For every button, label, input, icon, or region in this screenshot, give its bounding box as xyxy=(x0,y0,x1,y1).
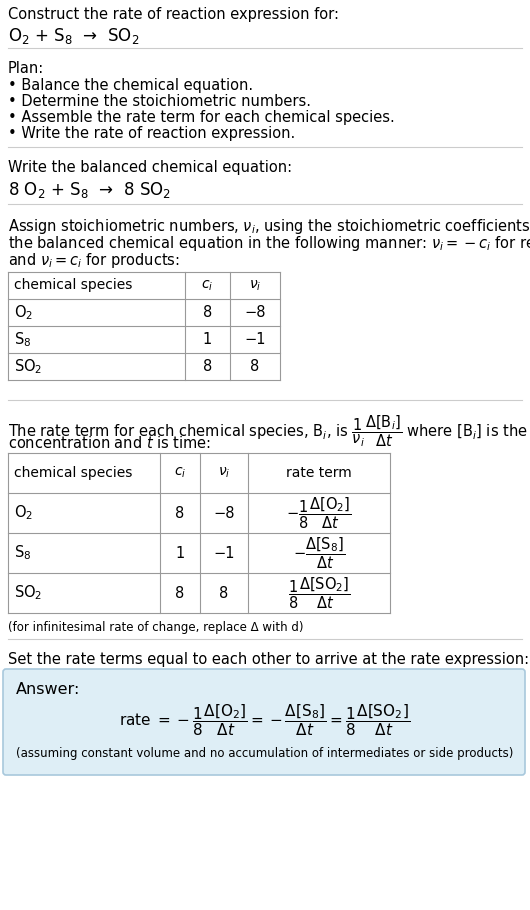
Text: Construct the rate of reaction expression for:: Construct the rate of reaction expressio… xyxy=(8,7,339,22)
Text: −1: −1 xyxy=(244,332,266,347)
Text: chemical species: chemical species xyxy=(14,466,132,480)
Text: $-\dfrac{\Delta[\mathrm{S_8}]}{\Delta t}$: $-\dfrac{\Delta[\mathrm{S_8}]}{\Delta t}… xyxy=(293,535,345,571)
Text: • Write the rate of reaction expression.: • Write the rate of reaction expression. xyxy=(8,126,295,141)
Text: • Assemble the rate term for each chemical species.: • Assemble the rate term for each chemic… xyxy=(8,110,395,125)
Text: 8: 8 xyxy=(203,359,212,374)
Text: and $\nu_i = c_i$ for products:: and $\nu_i = c_i$ for products: xyxy=(8,251,180,270)
FancyBboxPatch shape xyxy=(3,669,525,775)
Text: S$_8$: S$_8$ xyxy=(14,543,31,562)
Text: $-\dfrac{1}{8}\dfrac{\Delta[\mathrm{O_2}]}{\Delta t}$: $-\dfrac{1}{8}\dfrac{\Delta[\mathrm{O_2}… xyxy=(286,495,352,531)
Text: −1: −1 xyxy=(213,545,235,561)
Text: $\nu_i$: $\nu_i$ xyxy=(218,466,230,480)
Text: concentration and $t$ is time:: concentration and $t$ is time: xyxy=(8,435,211,451)
Text: • Balance the chemical equation.: • Balance the chemical equation. xyxy=(8,78,253,93)
Text: Write the balanced chemical equation:: Write the balanced chemical equation: xyxy=(8,160,292,175)
Text: 1: 1 xyxy=(175,545,184,561)
Text: SO$_2$: SO$_2$ xyxy=(14,583,42,602)
Text: Set the rate terms equal to each other to arrive at the rate expression:: Set the rate terms equal to each other t… xyxy=(8,652,529,667)
Text: −8: −8 xyxy=(213,505,235,521)
Text: the balanced chemical equation in the following manner: $\nu_i = -c_i$ for react: the balanced chemical equation in the fo… xyxy=(8,234,530,253)
Text: Answer:: Answer: xyxy=(16,682,81,697)
Text: S$_8$: S$_8$ xyxy=(14,330,31,349)
Text: −8: −8 xyxy=(244,305,266,320)
Text: $\dfrac{1}{8}\dfrac{\Delta[\mathrm{SO_2}]}{\Delta t}$: $\dfrac{1}{8}\dfrac{\Delta[\mathrm{SO_2}… xyxy=(288,575,350,611)
Text: 8: 8 xyxy=(175,585,184,601)
Text: O$_2$: O$_2$ xyxy=(14,503,33,522)
Text: $\nu_i$: $\nu_i$ xyxy=(249,278,261,293)
Text: 8 O$_2$ + S$_8$  →  8 SO$_2$: 8 O$_2$ + S$_8$ → 8 SO$_2$ xyxy=(8,180,171,200)
Text: 8: 8 xyxy=(250,359,260,374)
Text: Assign stoichiometric numbers, $\nu_i$, using the stoichiometric coefficients, $: Assign stoichiometric numbers, $\nu_i$, … xyxy=(8,217,530,236)
Text: • Determine the stoichiometric numbers.: • Determine the stoichiometric numbers. xyxy=(8,94,311,109)
Text: chemical species: chemical species xyxy=(14,278,132,292)
Text: Plan:: Plan: xyxy=(8,61,44,76)
Text: The rate term for each chemical species, B$_i$, is $\dfrac{1}{\nu_i}\dfrac{\Delt: The rate term for each chemical species,… xyxy=(8,413,530,449)
Text: (assuming constant volume and no accumulation of intermediates or side products): (assuming constant volume and no accumul… xyxy=(16,747,514,761)
Text: $c_i$: $c_i$ xyxy=(201,278,214,293)
Text: 1: 1 xyxy=(203,332,212,347)
Text: 8: 8 xyxy=(175,505,184,521)
Text: $c_i$: $c_i$ xyxy=(174,466,186,480)
Text: 8: 8 xyxy=(203,305,212,320)
Text: rate $= -\dfrac{1}{8}\dfrac{\Delta[\mathrm{O_2}]}{\Delta t} = -\dfrac{\Delta[\ma: rate $= -\dfrac{1}{8}\dfrac{\Delta[\math… xyxy=(119,703,411,738)
Text: SO$_2$: SO$_2$ xyxy=(14,357,42,376)
Text: (for infinitesimal rate of change, replace Δ with d): (for infinitesimal rate of change, repla… xyxy=(8,621,304,634)
Text: 8: 8 xyxy=(219,585,228,601)
Text: O$_2$: O$_2$ xyxy=(14,303,33,322)
Text: O$_2$ + S$_8$  →  SO$_2$: O$_2$ + S$_8$ → SO$_2$ xyxy=(8,26,139,46)
Text: rate term: rate term xyxy=(286,466,352,480)
